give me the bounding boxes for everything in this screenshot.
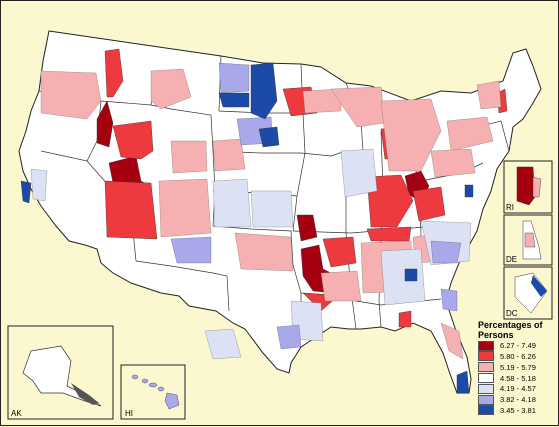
legend-swatch: [478, 351, 494, 362]
legend-label: 5.80 - 6.26: [500, 351, 536, 361]
rhode-island-inset: [503, 160, 553, 214]
legend-item: 3.45 - 3.81: [478, 405, 556, 416]
legend-label: 4.58 - 5.18: [500, 373, 536, 383]
delaware-inset: [503, 214, 553, 266]
legend-label: 4.19 - 4.57: [500, 384, 536, 394]
hawaii-label: HI: [125, 409, 133, 418]
map-legend: Percentages of Persons 6.27 - 7.49 5.80 -…: [478, 320, 556, 416]
legend-title: Percentages of Persons: [478, 320, 543, 340]
class-6-regions: [170, 62, 462, 350]
delaware-county: [524, 232, 536, 248]
legend-item: 4.58 - 5.18: [478, 373, 556, 384]
dc-label: DC: [506, 309, 518, 318]
legend-item: 5.80 - 6.26: [478, 351, 556, 362]
class-7-regions: [20, 62, 474, 394]
legend-label: 3.45 - 3.81: [500, 405, 536, 415]
legend-item: 6.27 - 7.49: [478, 340, 556, 351]
class-2-regions: [52, 48, 508, 328]
legend-item: 4.19 - 4.57: [478, 383, 556, 394]
legend-swatch: [478, 340, 494, 351]
legend-swatch: [478, 394, 494, 405]
dc-inset: [503, 266, 553, 320]
legend-label: 3.82 - 4.18: [500, 395, 536, 405]
dc-region: [531, 275, 547, 297]
rhode-island-label: RI: [506, 203, 514, 212]
hawaii-islands: [131, 374, 180, 410]
legend-swatch: [478, 405, 494, 416]
alaska-dark-region: [71, 383, 99, 405]
legend-swatch: [478, 383, 494, 394]
legend-swatch: [478, 362, 494, 373]
rhode-island-shape: [516, 166, 536, 206]
legend-label: 5.19 - 5.79: [500, 362, 536, 372]
delaware-label: DE: [506, 255, 517, 264]
legend-item: 5.19 - 5.79: [478, 362, 556, 373]
rhode-island-east: [532, 176, 542, 198]
hawaii-inset: [120, 364, 186, 420]
legend-label: 6.27 - 7.49: [500, 341, 536, 351]
alaska-inset: [7, 325, 114, 420]
legend-item: 3.82 - 4.18: [478, 394, 556, 405]
legend-rows: 6.27 - 7.49 5.80 - 6.26 5.19 - 5.79 4.58 - …: [478, 340, 556, 416]
alaska-label: AK: [11, 409, 22, 418]
legend-swatch: [478, 373, 494, 384]
